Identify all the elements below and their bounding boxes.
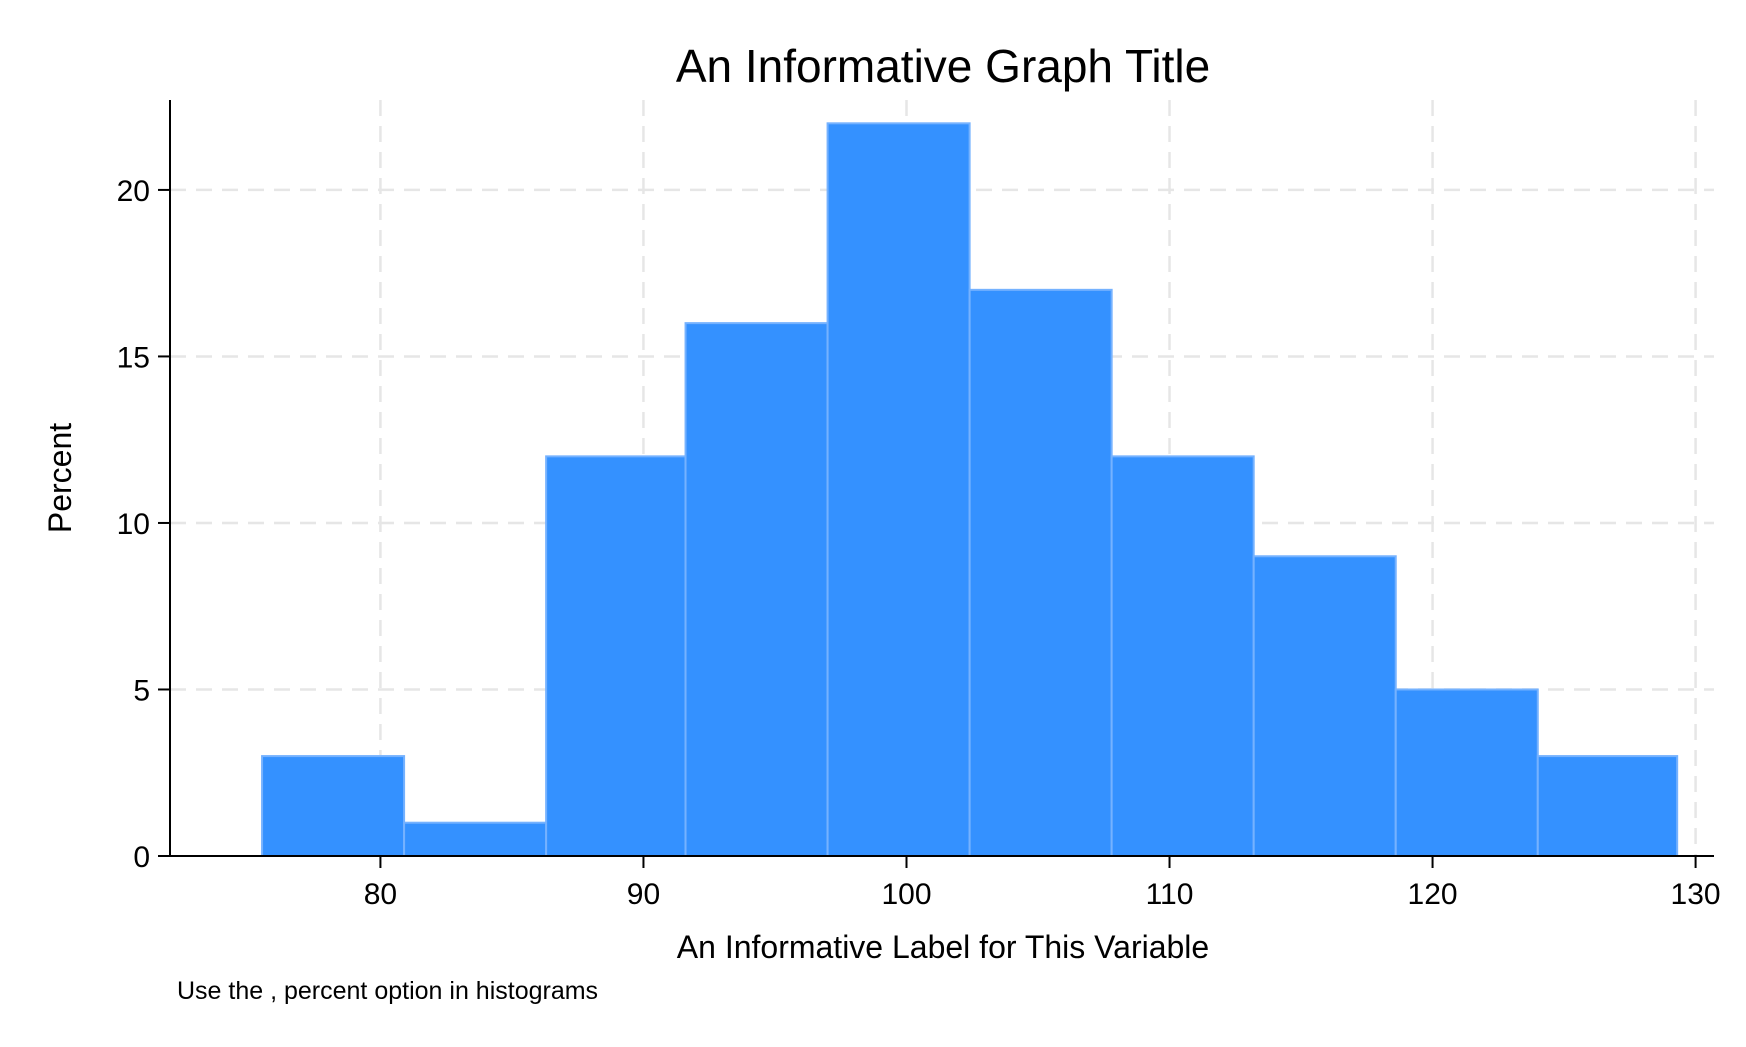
x-tick-label: 110 bbox=[1146, 878, 1194, 911]
histogram-bar bbox=[403, 821, 548, 858]
histogram-bar bbox=[684, 322, 829, 858]
y-tick-label: 20 bbox=[117, 175, 150, 208]
x-tick-label: 90 bbox=[627, 878, 660, 911]
y-tick-label: 5 bbox=[133, 674, 150, 707]
histogram-bar bbox=[1394, 688, 1539, 857]
histogram-bar bbox=[968, 288, 1113, 858]
chart-title: An Informative Graph Title bbox=[676, 40, 1210, 92]
histogram-bar bbox=[1252, 555, 1397, 858]
tick-labels: 0 5 10 15 20 80 90 100 110 120 130 bbox=[117, 175, 1721, 911]
histogram-bar bbox=[545, 455, 687, 857]
x-tick-label: 120 bbox=[1408, 878, 1458, 911]
y-tick-label: 10 bbox=[117, 508, 150, 541]
x-axis-label: An Informative Label for This Variable bbox=[677, 929, 1209, 965]
histogram-bars bbox=[261, 122, 1679, 858]
y-tick-label: 0 bbox=[133, 841, 150, 874]
histogram-bar bbox=[1536, 755, 1679, 858]
histogram-bar bbox=[826, 122, 971, 857]
x-tick-label: 100 bbox=[881, 878, 931, 911]
y-tick-label: 15 bbox=[117, 341, 150, 374]
histogram-bar bbox=[261, 755, 406, 858]
histogram-bar bbox=[1110, 455, 1255, 857]
chart-note: Use the , percent option in histograms bbox=[177, 977, 598, 1005]
x-tick-label: 80 bbox=[364, 878, 397, 911]
y-axis-label: Percent bbox=[42, 423, 78, 533]
axes bbox=[158, 100, 1714, 868]
x-tick-label: 130 bbox=[1671, 878, 1721, 911]
